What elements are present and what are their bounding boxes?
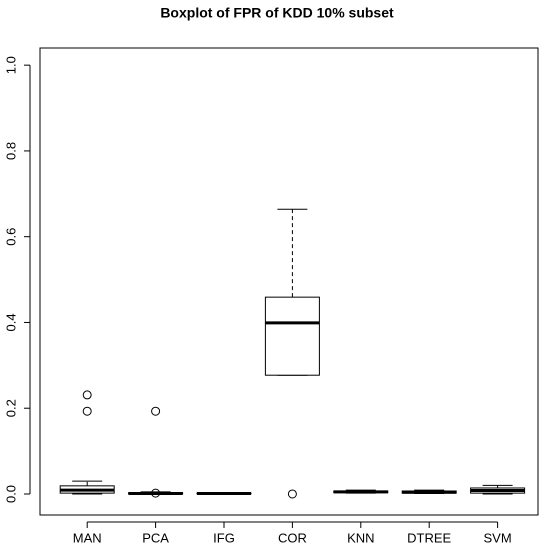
y-tick-label: 0.4 [3, 313, 18, 331]
outlier [151, 488, 161, 498]
x-tick-label: KNN [347, 530, 374, 544]
outlier [82, 390, 92, 400]
outlier [82, 406, 92, 416]
plot-frame [39, 47, 539, 516]
y-tick-label: 0.2 [3, 399, 18, 417]
x-tick-label: SVM [484, 530, 512, 544]
outlier [287, 489, 297, 499]
outlier [151, 406, 161, 416]
y-tick-label: 0.8 [3, 142, 18, 160]
x-tick-label: IFG [213, 530, 235, 544]
x-tick-label: DTREE [407, 530, 451, 544]
y-tick-label: 1.0 [3, 56, 18, 74]
x-tick-label: PCA [142, 530, 169, 544]
x-tick-label: COR [278, 530, 307, 544]
chart-title: Boxplot of FPR of KDD 10% subset [160, 5, 394, 21]
y-tick-label: 0.0 [3, 485, 18, 503]
y-tick-label: 0.6 [3, 228, 18, 246]
x-tick-label: MAN [73, 530, 102, 544]
box [264, 296, 320, 376]
